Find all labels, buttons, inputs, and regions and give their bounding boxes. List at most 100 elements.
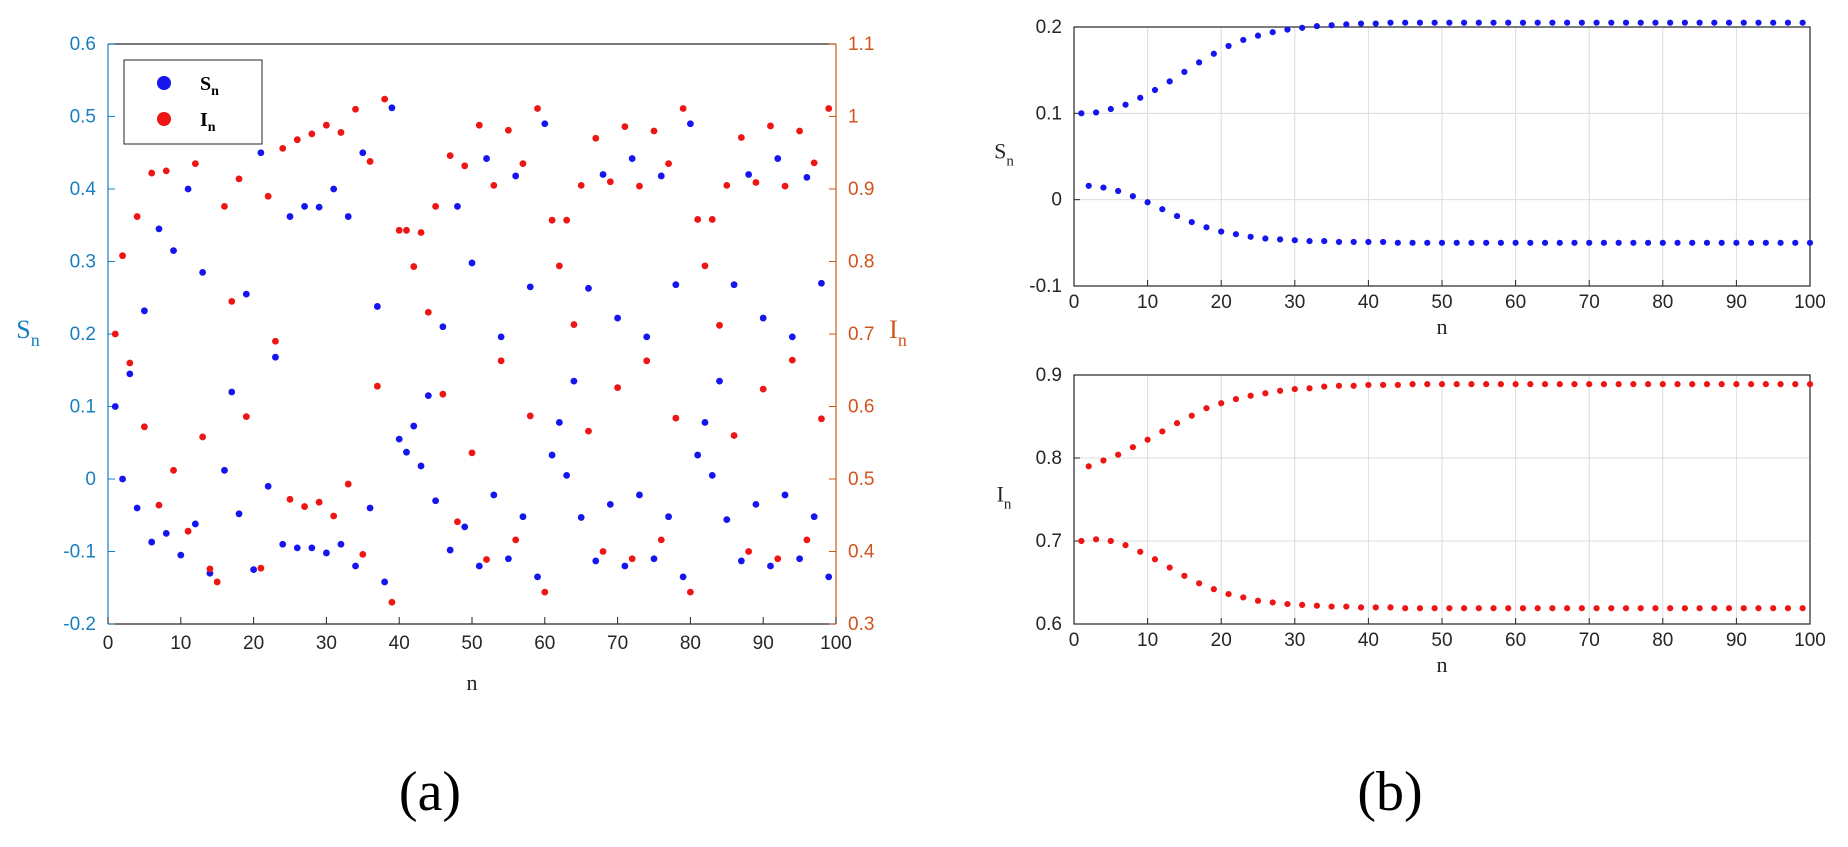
b-top-point	[1159, 206, 1166, 213]
i-point	[286, 495, 294, 503]
legend-label: Sn	[200, 73, 219, 99]
b-top-point	[1806, 239, 1814, 246]
i-point	[424, 308, 432, 316]
x-tick-label: 90	[753, 633, 774, 654]
i-point	[534, 105, 541, 112]
b-top-point	[1328, 22, 1335, 29]
b-top-point	[1711, 19, 1718, 26]
i-point	[781, 182, 789, 190]
i-point	[468, 449, 476, 457]
i-point	[359, 551, 367, 558]
x-tick-label: 60	[534, 633, 555, 654]
b-bottom-x-tick-label: 0	[1069, 630, 1080, 651]
s-point	[483, 155, 490, 162]
b-top-point	[1372, 20, 1379, 27]
b-bottom-point	[1762, 381, 1769, 388]
b-bottom-point	[1254, 597, 1262, 604]
b-bottom-point	[1770, 605, 1777, 612]
b-top-point	[1725, 19, 1733, 26]
legend-label: In	[200, 109, 216, 135]
s-point	[388, 104, 396, 112]
i-point	[679, 105, 687, 112]
i-point	[162, 167, 170, 175]
s-point	[446, 546, 454, 554]
i-point	[242, 413, 250, 421]
panel-b-bottom-chart: 0 10 20 30 40 50 60 70 80 90 100 0.6 0.7 0.8 0.9 n In	[997, 365, 1826, 677]
b-bottom-point	[1438, 381, 1446, 388]
b-bottom-point	[1475, 605, 1482, 612]
b-top-point	[1696, 19, 1703, 26]
i-point	[570, 321, 578, 328]
s-point	[133, 504, 141, 512]
i-point	[432, 203, 439, 210]
i-point	[555, 262, 563, 270]
i-point	[133, 213, 141, 220]
s-point	[577, 514, 585, 521]
s-point	[803, 174, 811, 181]
b-bottom-point	[1225, 591, 1232, 598]
b-bottom-point	[1424, 381, 1431, 388]
i-point	[818, 415, 825, 423]
b-top-point	[1571, 239, 1578, 246]
b-bottom-point	[1711, 605, 1718, 612]
b-top-point	[1748, 239, 1755, 246]
i-point	[191, 160, 199, 168]
i-point	[657, 536, 665, 544]
b-top-x-tick-label: 80	[1652, 292, 1673, 313]
i-point	[628, 555, 636, 563]
b-bottom-x-tick-label: 70	[1579, 630, 1600, 651]
b-top-point	[1527, 239, 1534, 246]
b-top-point	[1203, 224, 1210, 231]
right-y-axis-label: In	[889, 315, 907, 350]
i-point	[737, 134, 745, 141]
b-top-point	[1181, 68, 1188, 75]
b-bottom-point	[1630, 381, 1637, 388]
s-point	[162, 529, 170, 537]
s-point	[454, 203, 461, 210]
b-top-point	[1431, 19, 1438, 26]
s-point	[614, 314, 621, 322]
b-bottom-point	[1335, 382, 1343, 389]
i-point	[323, 121, 330, 129]
b-bottom-point	[1402, 605, 1409, 612]
i-point	[825, 105, 833, 112]
b-bottom-point	[1600, 381, 1608, 388]
b-top-point	[1799, 19, 1806, 26]
b-top-y-tick-label: -0.1	[1029, 276, 1062, 297]
i-point	[206, 565, 214, 573]
b-bottom-point	[1299, 601, 1306, 609]
i-point	[490, 181, 498, 189]
b-top-point	[1306, 238, 1313, 245]
b-top-y-tick-label: 0	[1051, 190, 1062, 211]
b-bottom-point	[1159, 428, 1166, 435]
i-point	[119, 252, 126, 260]
i-point	[403, 226, 410, 234]
b-bottom-point	[1667, 605, 1674, 612]
i-point	[592, 134, 600, 142]
x-tick-label: 30	[316, 633, 337, 654]
b-bottom-point	[1519, 605, 1527, 612]
i-point	[497, 357, 505, 365]
b-bottom-point	[1350, 382, 1357, 389]
s-point	[563, 471, 571, 479]
legend-marker	[157, 112, 171, 126]
b-top-point	[1564, 19, 1571, 26]
i-point	[701, 262, 709, 270]
b-top-x-axis-label: n	[1437, 314, 1448, 339]
b-top-point	[1335, 238, 1343, 246]
b-top-point	[1424, 239, 1431, 246]
right-y-tick-label: 0.8	[848, 252, 874, 273]
s-point	[373, 303, 381, 310]
b-bottom-point	[1321, 383, 1328, 390]
b-bottom-point	[1497, 381, 1504, 388]
b-top-point	[1284, 26, 1291, 33]
panel-label-b: (b)	[1357, 761, 1422, 823]
b-top-point	[1733, 239, 1740, 246]
b-top-point	[1475, 19, 1482, 26]
i-point	[315, 498, 323, 506]
i-point	[672, 414, 680, 422]
s-point	[315, 203, 323, 211]
b-top-point	[1276, 236, 1284, 243]
b-top-point	[1254, 32, 1262, 39]
s-point	[810, 513, 818, 521]
